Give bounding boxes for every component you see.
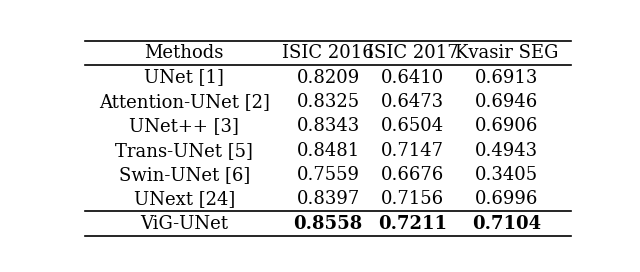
Text: 0.6996: 0.6996: [475, 190, 538, 208]
Text: Attention-UNet [2]: Attention-UNet [2]: [99, 93, 269, 111]
Text: 0.8209: 0.8209: [296, 69, 360, 86]
Text: Methods: Methods: [145, 44, 224, 62]
Text: 0.8397: 0.8397: [296, 190, 360, 208]
Text: 0.6676: 0.6676: [381, 166, 444, 184]
Text: 0.7156: 0.7156: [381, 190, 444, 208]
Text: 0.8325: 0.8325: [296, 93, 360, 111]
Text: 0.6913: 0.6913: [475, 69, 538, 86]
Text: ISIC 2016: ISIC 2016: [282, 44, 374, 62]
Text: 0.7104: 0.7104: [472, 215, 541, 233]
Text: Swin-UNet [6]: Swin-UNet [6]: [118, 166, 250, 184]
Text: UNet [1]: UNet [1]: [144, 69, 224, 86]
Text: 0.6946: 0.6946: [475, 93, 538, 111]
Text: UNet++ [3]: UNet++ [3]: [129, 117, 239, 135]
Text: 0.8343: 0.8343: [296, 117, 360, 135]
Text: 0.3405: 0.3405: [475, 166, 538, 184]
Text: 0.6473: 0.6473: [381, 93, 444, 111]
Text: UNext [24]: UNext [24]: [134, 190, 235, 208]
Text: ViG-UNet: ViG-UNet: [140, 215, 228, 233]
Text: 0.4943: 0.4943: [475, 142, 538, 160]
Text: Trans-UNet [5]: Trans-UNet [5]: [115, 142, 253, 160]
Text: 0.6504: 0.6504: [381, 117, 444, 135]
Text: 0.8558: 0.8558: [293, 215, 363, 233]
Text: 0.6906: 0.6906: [475, 117, 538, 135]
Text: 0.7211: 0.7211: [378, 215, 447, 233]
Text: 0.8481: 0.8481: [296, 142, 360, 160]
Text: 0.6410: 0.6410: [381, 69, 444, 86]
Text: Kvasir SEG: Kvasir SEG: [455, 44, 558, 62]
Text: 0.7147: 0.7147: [381, 142, 444, 160]
Text: ISIC 2017: ISIC 2017: [367, 44, 458, 62]
Text: 0.7559: 0.7559: [296, 166, 360, 184]
